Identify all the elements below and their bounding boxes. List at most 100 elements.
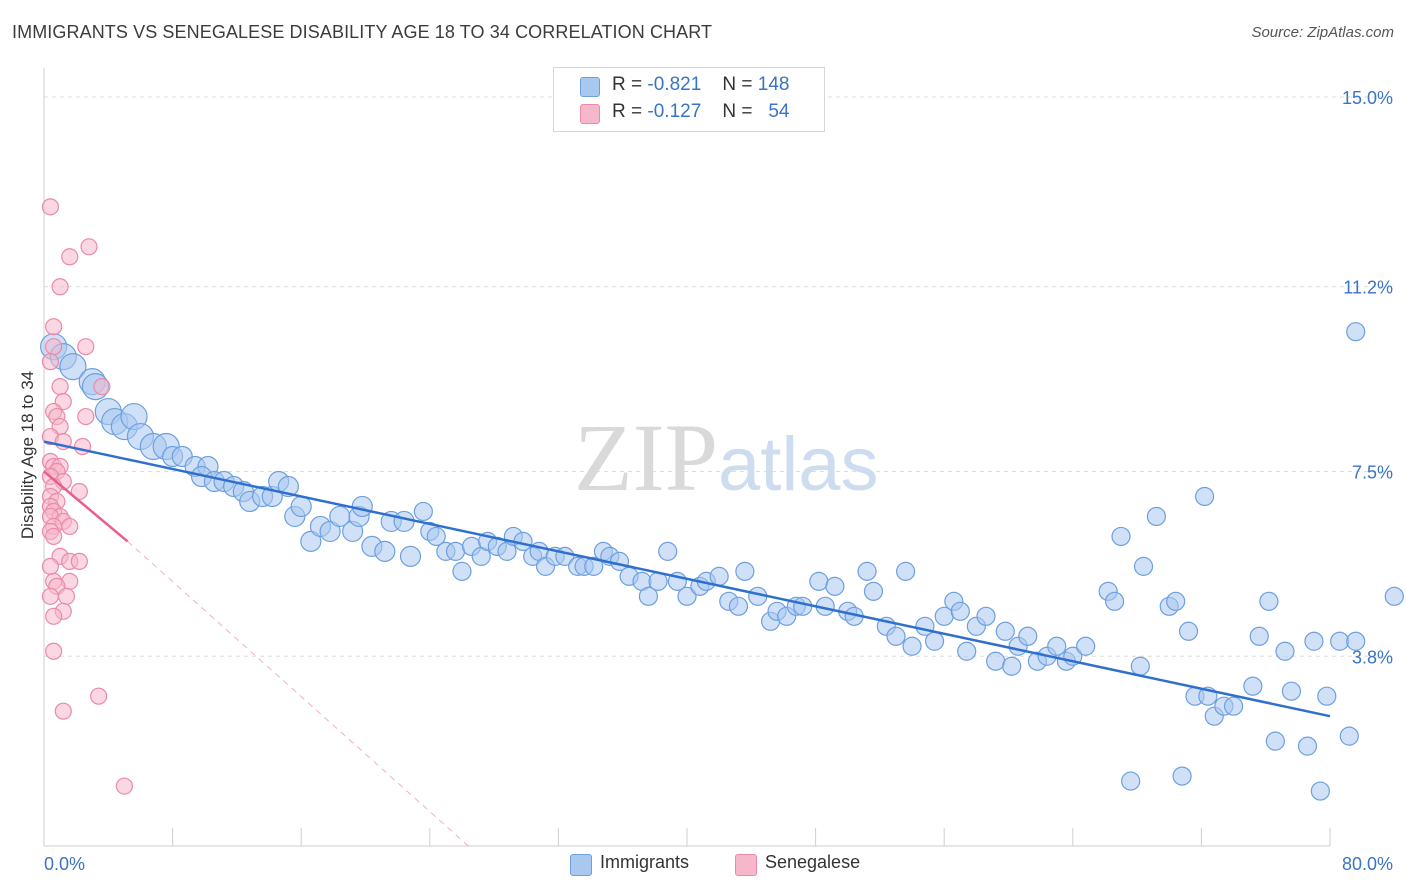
senegalese-point — [77, 338, 95, 356]
y-tick-label: 7.5% — [1352, 463, 1393, 483]
senegalese-point — [77, 407, 95, 426]
senegalese-point — [45, 338, 63, 356]
immigrants-point — [1281, 681, 1302, 701]
x-tick-label: 0.0% — [44, 854, 85, 874]
immigrants-point — [995, 621, 1015, 641]
immigrants-point — [728, 596, 749, 616]
senegalese-point — [61, 517, 79, 536]
immigrants-point — [677, 586, 697, 606]
senegalese-point — [45, 527, 63, 546]
zipatlas-watermark: ZIP atlas — [574, 404, 879, 511]
immigrants-point — [1002, 656, 1022, 676]
immigrants-point — [1195, 486, 1215, 507]
gridlines — [44, 96, 1392, 657]
immigrants-trend-line — [43, 440, 1331, 718]
immigrants-point — [957, 641, 977, 661]
x-tick-label: 80.0% — [1342, 854, 1393, 874]
legend-swatch-senegalese — [735, 854, 757, 876]
immigrants-point — [1249, 626, 1269, 646]
immigrants-point — [1047, 636, 1067, 656]
senegalese-points — [41, 198, 133, 795]
immigrants-point — [399, 545, 422, 567]
senegalese-point — [70, 552, 88, 570]
immigrants-point — [584, 556, 604, 576]
senegalese-point — [41, 557, 60, 575]
immigrants-point — [1339, 726, 1359, 746]
immigrants-point — [452, 561, 472, 581]
immigrants-point — [445, 541, 466, 561]
immigrants-point — [896, 561, 916, 581]
immigrants-point — [1018, 626, 1038, 646]
r-label: R = — [612, 101, 643, 122]
immigrants-point — [950, 601, 970, 621]
immigrants-point — [986, 651, 1006, 671]
senegalese-point — [41, 587, 60, 605]
immigrants-point — [1076, 636, 1096, 656]
y-tick-label: 3.8% — [1352, 647, 1393, 667]
immigrants-point — [825, 576, 845, 596]
senegalese-point — [90, 687, 108, 705]
immigrants-point — [863, 581, 884, 601]
immigrants-point — [300, 530, 322, 553]
r-value: -0.127 — [647, 101, 702, 122]
r-value: -0.821 — [647, 74, 702, 95]
senegalese-point — [45, 607, 63, 625]
immigrants-point — [902, 636, 922, 656]
legend-label-immigrants: Immigrants — [600, 852, 690, 872]
tick-labels: 3.8% 7.5% 11.2% 15.0% 0.0% 80.0% — [44, 88, 1393, 874]
immigrants-point — [413, 501, 433, 522]
immigrants-point — [1104, 591, 1125, 611]
immigrants-point — [709, 566, 729, 586]
n-value: 148 — [757, 74, 790, 95]
immigrants-point — [59, 353, 87, 381]
senegalese-swatch — [580, 104, 600, 124]
immigrants-point — [735, 561, 755, 581]
immigrants-point — [1346, 322, 1366, 342]
n-label: N = — [722, 101, 753, 122]
immigrants-point — [1223, 696, 1244, 716]
y-tick-label: 15.0% — [1342, 88, 1393, 108]
watermark-atlas: atlas — [718, 422, 879, 507]
immigrants-point — [1111, 526, 1131, 547]
immigrants-point — [1384, 586, 1404, 606]
legend-label-senegalese: Senegalese — [765, 852, 861, 872]
immigrants-point — [374, 540, 396, 562]
legend-swatch-immigrants — [570, 854, 592, 876]
immigrants-point — [1259, 591, 1279, 611]
immigrants-point — [1330, 631, 1350, 651]
senegalese-point — [41, 198, 60, 216]
immigrants-swatch — [580, 77, 600, 97]
r-label: R = — [612, 74, 643, 95]
immigrants-point — [976, 606, 996, 626]
immigrants-point — [1121, 771, 1141, 791]
chart-title: IMMIGRANTS VS SENEGALESE DISABILITY AGE … — [12, 22, 713, 42]
senegalese-point — [45, 642, 63, 660]
senegalese-point — [51, 378, 69, 396]
immigrants-point — [1178, 621, 1199, 641]
n-value: 54 — [768, 101, 790, 122]
immigrants-point — [1172, 766, 1192, 786]
immigrants-point — [1346, 631, 1366, 651]
immigrants-point — [290, 495, 312, 518]
senegalese-point — [61, 248, 79, 266]
senegalese-trend-line — [43, 470, 129, 543]
immigrants-point — [1310, 781, 1330, 801]
immigrants-point — [1317, 686, 1337, 706]
senegalese-point — [93, 378, 111, 396]
immigrants-point — [809, 571, 829, 591]
senegalese-point — [45, 318, 63, 336]
immigrants-point — [351, 495, 373, 518]
immigrants-point — [1133, 556, 1154, 576]
immigrants-point — [426, 526, 446, 547]
immigrants-point — [1297, 736, 1318, 756]
senegalese-trend-extension — [127, 541, 469, 847]
chart-legend: Immigrants Senegalese — [0, 852, 1406, 876]
immigrants-point — [319, 520, 341, 543]
senegalese-point — [51, 278, 69, 296]
watermark-zip: ZIP — [574, 404, 718, 511]
y-tick-label: 11.2% — [1343, 278, 1393, 298]
immigrants-point — [1243, 676, 1263, 696]
immigrants-point — [393, 510, 415, 533]
immigrants-point — [857, 561, 877, 581]
